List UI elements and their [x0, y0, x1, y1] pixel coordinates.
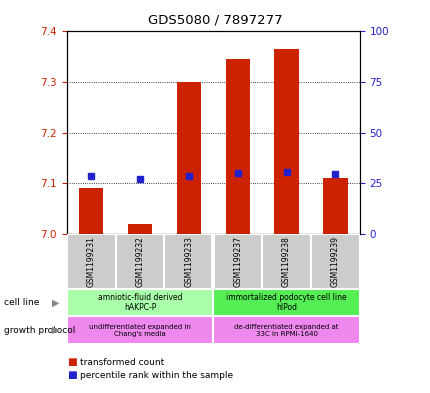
Bar — [211, 234, 215, 289]
Text: GSM1199232: GSM1199232 — [135, 236, 144, 287]
Bar — [164, 234, 213, 289]
Text: GSM1199233: GSM1199233 — [184, 236, 193, 287]
Bar — [322, 178, 347, 234]
Bar — [67, 289, 213, 316]
Text: cell line: cell line — [4, 298, 40, 307]
Text: ■: ■ — [67, 370, 77, 380]
Bar — [128, 224, 152, 234]
Bar — [225, 59, 249, 234]
Text: GDS5080 / 7897277: GDS5080 / 7897277 — [148, 14, 282, 27]
Bar — [213, 234, 261, 289]
Bar — [213, 316, 359, 344]
Bar — [261, 234, 310, 289]
Bar — [67, 234, 115, 289]
Text: ▶: ▶ — [52, 325, 59, 335]
Text: de-differentiated expanded at
33C in RPMI-1640: de-differentiated expanded at 33C in RPM… — [234, 323, 338, 337]
Bar — [79, 188, 103, 234]
Bar — [67, 316, 213, 344]
Text: growth protocol: growth protocol — [4, 326, 76, 334]
Bar — [213, 289, 359, 316]
Text: immortalized podocyte cell line
hIPod: immortalized podocyte cell line hIPod — [226, 293, 346, 312]
Bar — [274, 49, 298, 234]
Text: GSM1199237: GSM1199237 — [233, 236, 242, 287]
Text: GSM1199231: GSM1199231 — [86, 236, 95, 287]
Text: GSM1199238: GSM1199238 — [282, 236, 290, 287]
Text: amniotic-fluid derived
hAKPC-P: amniotic-fluid derived hAKPC-P — [98, 293, 182, 312]
Bar — [310, 234, 359, 289]
Text: ■: ■ — [67, 357, 77, 367]
Text: GSM1199239: GSM1199239 — [330, 236, 339, 287]
Bar — [176, 82, 201, 234]
Text: transformed count: transformed count — [80, 358, 163, 367]
Text: percentile rank within the sample: percentile rank within the sample — [80, 371, 232, 380]
Bar — [115, 234, 164, 289]
Text: ▶: ▶ — [52, 298, 59, 308]
Text: undifferentiated expanded in
Chang's media: undifferentiated expanded in Chang's med… — [89, 323, 190, 337]
